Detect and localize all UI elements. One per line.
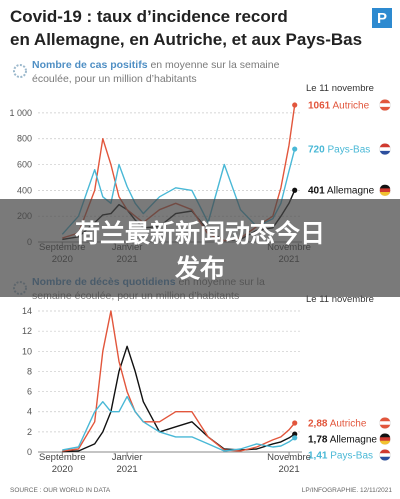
series-line: [62, 395, 296, 452]
legend-entry: Autriche: [332, 101, 369, 112]
y-tick-label: 2: [27, 427, 32, 437]
annotation: Le 11 novembre: [306, 294, 374, 305]
y-tick-label: 12: [22, 326, 32, 336]
legend-entry: Autriche: [330, 419, 367, 430]
flag-icon: [379, 424, 391, 429]
banner-background: [0, 199, 400, 297]
flag-icon: [379, 150, 391, 155]
flag-icon: [379, 99, 391, 104]
legend-entry: Pays-Bas: [327, 145, 370, 156]
end-label: 1,78 Allemagne: [308, 435, 377, 446]
end-point: [292, 431, 298, 437]
legend-entry: Allemagne: [327, 186, 375, 197]
credit: LP/INFOGRAPHIE. 12/11/2021: [302, 487, 393, 494]
virus-icon: [13, 64, 27, 78]
flag-icon: [379, 440, 391, 445]
end-point: [292, 420, 298, 426]
end-label-value: 401: [308, 186, 325, 197]
y-tick-label: 800: [17, 134, 32, 144]
y-tick-label: 400: [17, 185, 32, 195]
y-tick-label: 600: [17, 160, 32, 170]
annotation: Le 11 novembre: [306, 83, 374, 94]
end-label-value: 2,88: [308, 419, 328, 430]
subtitle-part: en moyenne sur la semaine: [150, 59, 279, 71]
flag-icon: [379, 433, 391, 438]
y-tick-label: 10: [22, 346, 32, 356]
title-line: Covid-19 : taux d’incidence record: [10, 7, 288, 26]
y-tick-label: 4: [27, 407, 32, 417]
subtitle: écoulée, pour un million d’habitants: [32, 73, 197, 85]
source: SOURCE : OUR WORLD IN DATA: [10, 487, 111, 494]
flag-icon: [379, 456, 391, 461]
banner: 荷兰最新新闻动态今日 发布: [0, 199, 400, 297]
banner-text: 发布: [174, 254, 225, 283]
y-tick-label: 6: [27, 387, 32, 397]
flag-icon: [379, 106, 391, 111]
logo: [372, 8, 392, 28]
end-label: 720 Pays-Bas: [308, 145, 370, 156]
subtitle: Nombre de cas positifs en moyenne sur la…: [32, 59, 280, 71]
end-point: [292, 146, 298, 152]
end-label: 1,41 Pays-Bas: [308, 451, 373, 462]
end-point: [292, 102, 298, 108]
end-label: 401 Allemagne: [308, 186, 375, 197]
series-line: [62, 310, 296, 452]
banner-text: 荷兰最新新闻动态今日: [75, 219, 325, 248]
y-tick-label: 8: [27, 366, 32, 376]
series-line: [62, 345, 296, 453]
flag-icon: [379, 143, 391, 148]
end-point: [292, 187, 298, 193]
legend-entry: Pays-Bas: [330, 451, 373, 462]
legend-entry: Allemagne: [330, 435, 378, 446]
logo-text: P: [377, 10, 387, 27]
flag-icon: [379, 417, 391, 422]
end-label: 2,88 Autriche: [308, 419, 367, 430]
flag-icon: [379, 449, 391, 454]
end-label-value: 1,41: [308, 451, 328, 462]
end-label-value: 1,78: [308, 435, 328, 446]
end-label-value: 720: [308, 145, 325, 156]
flag-icon: [379, 184, 391, 189]
end-label-value: 1061: [308, 101, 331, 112]
subtitle-strong: Nombre de cas positifs: [32, 59, 148, 71]
y-tick-label: 0: [27, 447, 32, 457]
y-tick-label: 14: [22, 306, 32, 316]
title-line: en Allemagne, en Autriche, et aux Pays-B…: [10, 30, 362, 49]
flag-icon: [379, 192, 391, 196]
end-label: 1061 Autriche: [308, 101, 370, 112]
end-point: [292, 435, 298, 441]
y-tick-label: 1 000: [9, 108, 32, 118]
